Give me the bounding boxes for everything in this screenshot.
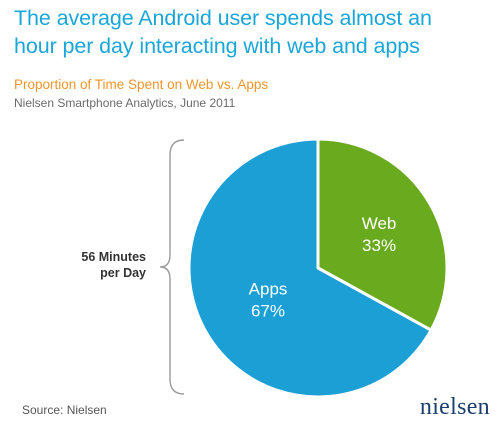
pie-slice-web [316,137,449,332]
duration-label: 56 Minutes per Day [46,249,146,281]
footer-source: Source: Nielsen [22,403,107,417]
pie-slice-apps [187,137,433,399]
slice-labels: Web 33% Apps 67% [249,214,397,321]
slice-label-apps: Apps [249,280,288,299]
slice-value-web: 33% [362,236,396,255]
curly-brace [159,139,185,395]
duration-label-line-2: per Day [100,266,146,280]
pie-slices [187,137,449,399]
headline-line-2: hour per day interacting with web and ap… [14,34,420,58]
slice-value-apps: 67% [251,302,285,321]
chart-subtitle: Proportion of Time Spent on Web vs. Apps [14,77,269,92]
headline: The average Android user spends almost a… [14,4,494,60]
data-source-line: Nielsen Smartphone Analytics, June 2011 [14,96,236,110]
slice-label-web: Web [362,214,397,233]
duration-label-line-1: 56 Minutes [81,250,146,264]
headline-line-1: The average Android user spends almost a… [14,6,432,30]
nielsen-logo: nielsen [419,394,490,420]
